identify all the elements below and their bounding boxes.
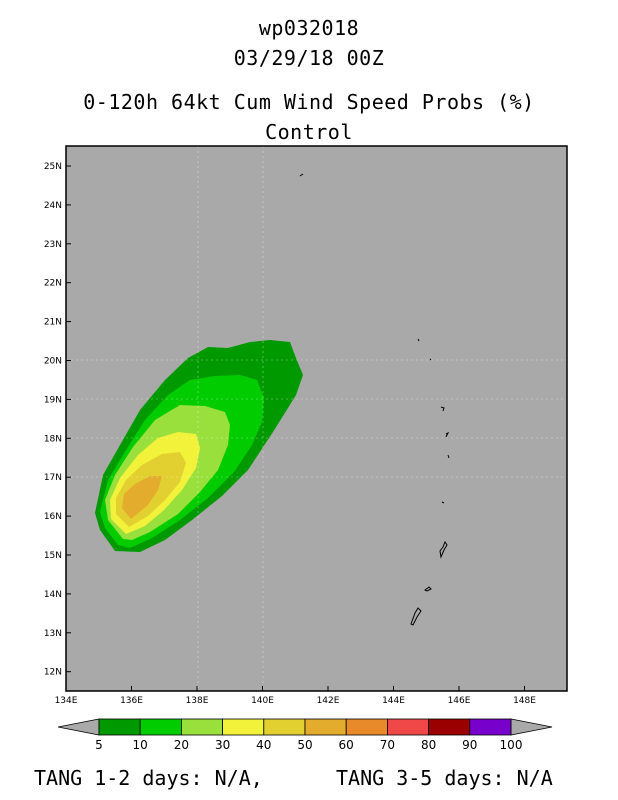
island-outline: [445, 431, 450, 438]
colorbar-label: 5: [95, 738, 103, 752]
lon-label: 146E: [448, 696, 471, 706]
colorbar-cell: [180, 718, 223, 736]
island-outline: [447, 454, 450, 459]
colorbar-label: 10: [133, 738, 148, 752]
colorbar-label: 20: [174, 738, 189, 752]
colorbar-label: 80: [421, 738, 436, 752]
colorbar-cell: [98, 718, 141, 736]
colorbar-label: 70: [380, 738, 395, 752]
island-outline: [299, 173, 304, 177]
colorbar-cell: [386, 718, 429, 736]
prob-contour-50: [122, 476, 162, 519]
colorbar: 5 10 20 30 40 50 60 70 80 90 100: [57, 718, 553, 752]
colorbar-label: 90: [462, 738, 477, 752]
colorbar-cell: [139, 718, 182, 736]
tang-1-2-days: TANG 1-2 days: N/A,: [34, 766, 263, 790]
colorbar-label: 40: [256, 738, 271, 752]
island-outline: [410, 607, 422, 626]
probability-contours: [95, 340, 303, 552]
product-title: 0-120h 64kt Cum Wind Speed Probs (%): [83, 90, 535, 114]
colorbar-cell: [304, 718, 347, 736]
lon-label: 138E: [186, 696, 209, 706]
lat-label: 15N: [44, 551, 62, 561]
lat-label: 20N: [44, 357, 62, 367]
colorbar-cell: [263, 718, 306, 736]
island-outline: [424, 586, 432, 592]
lon-label: 136E: [120, 696, 143, 706]
lon-label: 140E: [251, 696, 274, 706]
colorbar-cell: [428, 718, 471, 736]
lat-label: 14N: [44, 590, 62, 600]
lat-label: 19N: [44, 395, 62, 405]
colorbar-low-arrow: [57, 718, 100, 736]
lon-label: 134E: [55, 696, 78, 706]
lon-label: 144E: [382, 696, 405, 706]
colorbar-cell: [345, 718, 388, 736]
map-grid: [66, 146, 567, 691]
lat-label: 13N: [44, 629, 62, 639]
colorbar-label: 30: [215, 738, 230, 752]
lat-label: 22N: [44, 279, 62, 289]
islands: [299, 173, 450, 626]
lat-label: 21N: [44, 318, 62, 328]
colorbar-high-arrow: [510, 718, 553, 736]
lat-label: 17N: [44, 473, 62, 483]
datetime-title: 03/29/18 00Z: [233, 46, 385, 70]
latitude-axis: 25N 24N 23N 22N 21N 20N 19N 18N 17N 16N 15N 14N 13N 1…: [44, 162, 71, 678]
lat-label: 24N: [44, 201, 62, 211]
probability-map: 25N 24N 23N 22N 21N 20N 19N 18N 17N 16N 15N 14N 13N 1…: [44, 145, 568, 752]
colorbar-cell: [222, 718, 265, 736]
colorbar-label: 50: [297, 738, 312, 752]
storm-id-title: wp032018: [258, 16, 360, 40]
lat-label: 23N: [44, 240, 62, 250]
lat-label: 16N: [44, 512, 62, 522]
longitude-axis: 134E 136E 138E 140E 142E 144E 146E 148E: [55, 686, 536, 706]
island-outline: [439, 540, 448, 559]
lat-label: 18N: [44, 434, 62, 444]
lon-label: 142E: [317, 696, 340, 706]
map-frame: [65, 145, 568, 692]
island-outline: [417, 338, 420, 342]
lat-label: 25N: [44, 162, 62, 172]
lon-label: 148E: [513, 696, 536, 706]
colorbar-label: 100: [500, 738, 523, 752]
island-outline: [441, 501, 445, 504]
island-outline: [440, 406, 445, 412]
colorbar-label: 60: [339, 738, 354, 752]
lat-label: 12N: [44, 668, 62, 678]
colorbar-cell: [469, 718, 512, 736]
island-outline: [429, 358, 432, 361]
member-title: Control: [265, 120, 353, 144]
tang-3-5-days: TANG 3-5 days: N/A: [336, 766, 553, 790]
